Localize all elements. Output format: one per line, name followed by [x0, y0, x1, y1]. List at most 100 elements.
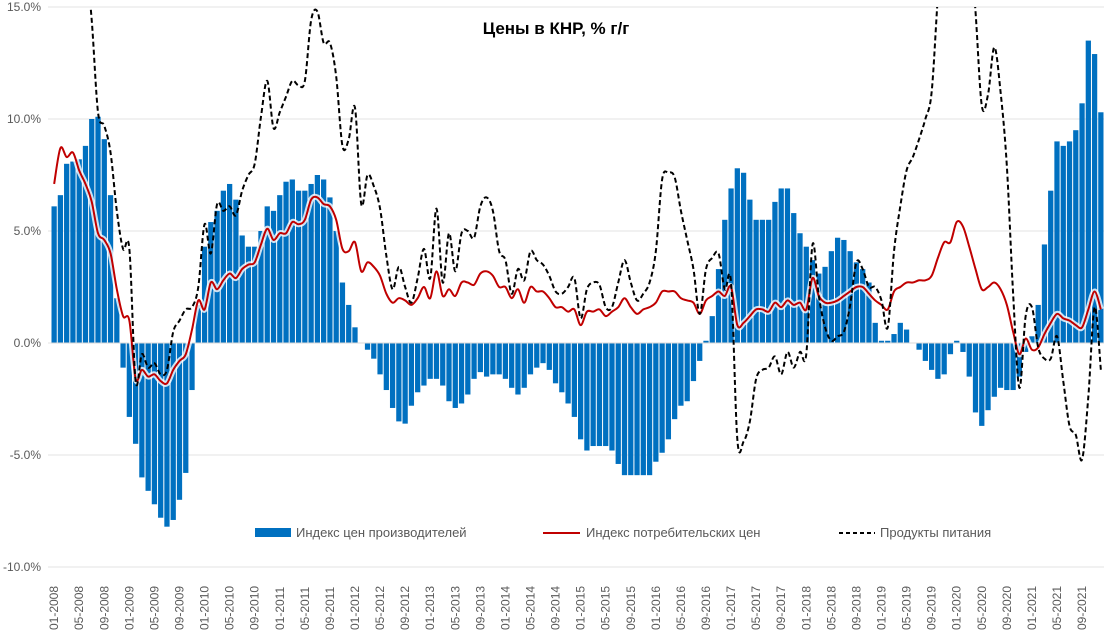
x-tick-label: 09-2009 [172, 586, 186, 630]
x-tick-label: 09-2021 [1075, 586, 1089, 630]
ppi-bar [164, 343, 170, 527]
ppi-bar [903, 329, 910, 343]
ppi-bar [239, 235, 245, 343]
x-tick-label: 01-2019 [874, 586, 888, 630]
y-tick-label: 5.0% [14, 224, 42, 238]
lines [51, 7, 1104, 462]
ppi-bar [270, 210, 277, 343]
x-tick-label: 09-2011 [323, 587, 337, 630]
ppi-bar [496, 343, 502, 375]
x-tick-label: 09-2015 [624, 586, 638, 630]
cpi-line [53, 146, 1102, 385]
ppi-bar [302, 190, 308, 343]
ppi-bar [227, 183, 233, 343]
ppi-bar [126, 343, 132, 417]
ppi-bar [621, 343, 628, 476]
y-tick-label: -10.0% [3, 560, 41, 574]
ppi-bar [816, 273, 822, 343]
x-tick-label: 09-2019 [925, 586, 939, 630]
x-tick-label: 01-2012 [348, 586, 362, 630]
ppi-bar [521, 343, 527, 388]
ppi-bar [546, 343, 552, 370]
ppi-bar [665, 343, 672, 440]
ppi-bar [477, 343, 483, 373]
ppi-bar [70, 161, 76, 343]
ppi-bar [176, 343, 183, 500]
x-tick-label: 01-2009 [122, 586, 136, 630]
ppi-bar [590, 343, 596, 447]
ppi-bar [264, 206, 270, 343]
ppi-bar [201, 246, 208, 343]
ppi-bar [220, 190, 226, 343]
x-tick-label: 05-2017 [749, 586, 763, 630]
food-line [89, 7, 1102, 462]
ppi-bar [483, 343, 490, 377]
ppi-bar [659, 343, 665, 453]
ppi-bar [1016, 343, 1023, 377]
ppi-bar [615, 343, 621, 464]
legend: Индекс цен производителей Индекс потреби… [255, 525, 991, 540]
ppi-bar [1041, 244, 1048, 343]
x-axis: 01-2008 05-2008 09-2008 01-2009 05-2009 09-20… [47, 586, 1089, 630]
x-tick-label: 01-2014 [498, 586, 512, 630]
ppi-bar [352, 327, 358, 343]
ppi-bar [364, 343, 371, 350]
ppi-bar [465, 343, 471, 395]
ppi-bar [728, 188, 734, 343]
ppi-bar [784, 188, 791, 343]
ppi-bar [740, 172, 747, 343]
ppi-bar [295, 190, 302, 343]
legend-label-ppi: Индекс цен производителей [296, 525, 467, 540]
ppi-bar [646, 343, 653, 476]
ppi-bar [490, 343, 496, 375]
y-tick-label: 10.0% [7, 112, 41, 126]
x-tick-label: 01-2010 [198, 586, 212, 630]
x-tick-label: 05-2021 [1050, 586, 1064, 630]
ppi-bar [834, 237, 841, 343]
ppi-bar [427, 343, 433, 379]
ppi-bar [678, 343, 684, 406]
ppi-bar [346, 304, 352, 343]
ppi-bar [997, 343, 1004, 388]
ppi-bar [722, 219, 728, 343]
ppi-bar [640, 343, 646, 476]
ppi-bar [960, 343, 966, 352]
ppi-bar [1029, 336, 1035, 343]
legend-label-cpi: Индекс потребительских цен [586, 525, 760, 540]
x-tick-label: 05-2010 [223, 586, 237, 630]
x-tick-label: 09-2020 [1000, 586, 1014, 630]
x-tick-label: 09-2016 [699, 586, 713, 630]
ppi-bar [941, 343, 947, 375]
ppi-bar [189, 343, 195, 391]
ppi-bar [697, 343, 703, 361]
ppi-bar [1048, 190, 1054, 343]
ppi-bar [935, 343, 941, 379]
ppi-bar [709, 316, 715, 343]
ppi-bar [634, 343, 640, 476]
x-tick-label: 01-2017 [724, 586, 738, 630]
x-tick-label: 01-2011 [273, 587, 287, 630]
ppi-bar [947, 343, 954, 355]
ppi-bar [283, 181, 289, 343]
ppi-bar [377, 343, 383, 375]
ppi-bar [371, 343, 377, 359]
ppi-bar [389, 343, 396, 408]
x-tick-label: 01-2016 [649, 586, 663, 630]
x-tick-label: 05-2008 [72, 586, 86, 630]
x-tick-label: 01-2013 [423, 586, 437, 630]
ppi-bar [841, 239, 847, 343]
ppi-bar [972, 343, 979, 413]
ppi-bar [565, 343, 571, 404]
x-tick-label: 01-2015 [574, 586, 588, 630]
ppi-bar [421, 343, 427, 386]
y-tick-label: 15.0% [7, 0, 41, 14]
x-tick-label: 05-2016 [674, 586, 688, 630]
ppi-bar [653, 343, 659, 462]
ppi-bar [252, 246, 258, 343]
ppi-bar [51, 206, 57, 343]
ppi-bar [703, 340, 709, 343]
ppi-bar [609, 343, 615, 451]
ppi-bar [1091, 54, 1098, 343]
x-tick-label: 05-2020 [975, 586, 989, 630]
